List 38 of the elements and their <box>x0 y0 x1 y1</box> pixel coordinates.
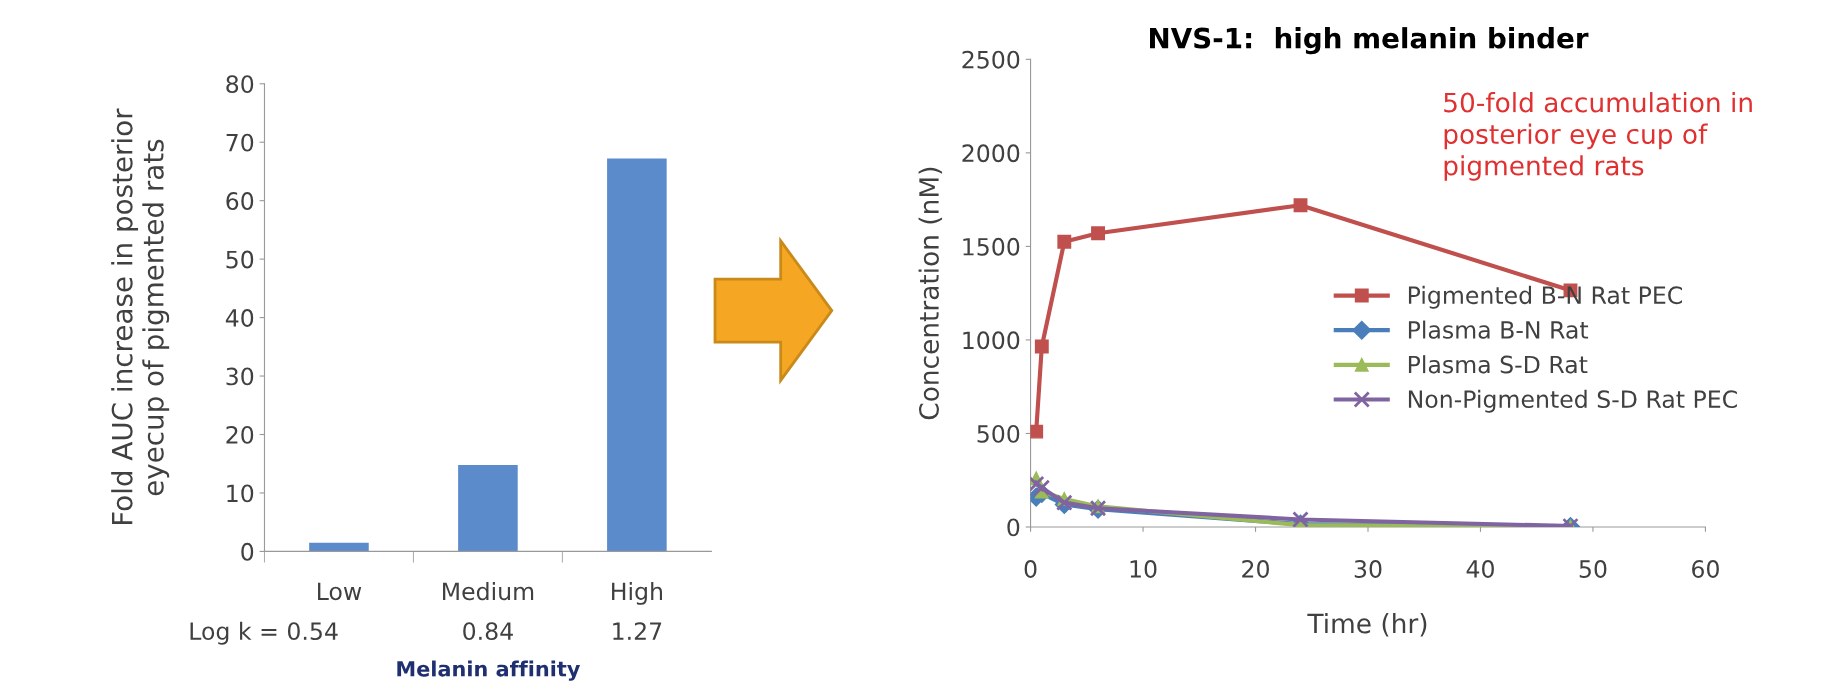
y-tick-label: 1500 <box>963 237 1020 256</box>
x-tick-label: Low <box>318 582 362 601</box>
y-tick-label: 70 <box>226 133 254 152</box>
text: 0.84 <box>463 622 513 641</box>
y-tick-label: 60 <box>226 192 254 210</box>
y-tick-label: 10 <box>227 484 254 503</box>
x-tick-label: 40 <box>1466 560 1494 578</box>
x-tick-label: 20 <box>1242 560 1269 578</box>
x-tick-label: Medium <box>443 581 534 601</box>
y-tick-label: 20 <box>226 425 254 444</box>
annotation: 50-fold accumulation in posterior eye cup of pigmented rats <box>1444 92 1752 181</box>
y-axis-title: Concentration (nM) <box>918 167 943 420</box>
x-tick-label: High <box>612 581 663 605</box>
y-tick-label: 80 <box>226 75 254 94</box>
x-tick-label: 30 <box>1354 560 1382 578</box>
y-tick-label: 0 <box>1007 518 1020 537</box>
chart-title: NVS-1: high melanin binder <box>1150 27 1589 55</box>
y-tick-label: 50 <box>226 250 254 269</box>
y-tick-label: 2500 <box>962 50 1020 69</box>
legend-label: Plasma B-N Rat <box>1408 320 1589 339</box>
legend-label: Pigmented B-N Rat PEC <box>1408 285 1682 309</box>
x-axis-title: Melanin affinity <box>397 660 581 681</box>
x-tick-label: 10 <box>1130 560 1157 578</box>
x-tick-label: 60 <box>1692 560 1719 578</box>
x-tick-label: 50 <box>1579 560 1607 578</box>
text: Log k = 0.54 <box>190 621 338 645</box>
y-tick-label: 40 <box>225 309 254 327</box>
y-tick-label: 0 <box>241 542 254 561</box>
legend-label: Plasma S-D Rat <box>1408 355 1588 374</box>
text: 1.27 <box>613 622 662 640</box>
y-tick-label: 500 <box>977 424 1020 443</box>
legend-label: Non-Pigmented S-D Rat PEC <box>1408 389 1737 413</box>
x-tick-label: 0 <box>1024 560 1037 578</box>
y-tick-label: 30 <box>226 367 254 386</box>
y-axis-title: Fold AUC increase in posterior eyecup of pigmented rats <box>111 108 170 525</box>
x-axis-title: Time (hr) <box>1307 613 1427 637</box>
y-tick-label: 1000 <box>963 331 1020 350</box>
y-tick-label: 2000 <box>962 144 1020 163</box>
